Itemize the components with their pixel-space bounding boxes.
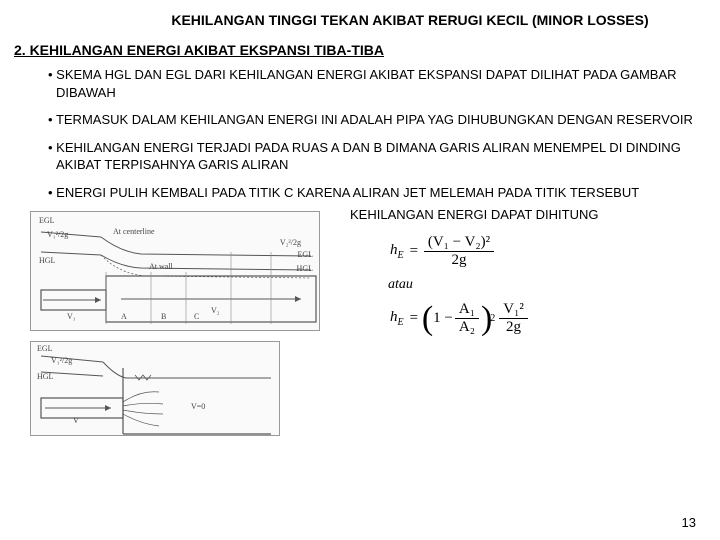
eq-lhs: h (390, 309, 398, 325)
eq1-den: 2g (424, 252, 494, 269)
page-number: 13 (682, 515, 696, 530)
label-C: C (194, 312, 199, 321)
label-vzero: V=0 (191, 402, 205, 411)
label-hgl: HGL (39, 256, 55, 265)
label-hgl: HGL (37, 372, 53, 381)
bullet-item: ENERGI PULIH KEMBALI PADA TITIK C KARENA… (48, 184, 696, 202)
eq-lhs-sub: E (398, 317, 404, 328)
bullet-list: SKEMA HGL DAN EGL DARI KEHILANGAN ENERGI… (0, 64, 720, 201)
label-A: A (121, 312, 127, 321)
label-wall: At wall (149, 262, 173, 271)
label-hgl2: HGL (297, 264, 313, 273)
formula-block: hE = (V₁ − V₂)² 2g atau hE = ( 1 − A₁ A₂ (350, 234, 700, 336)
bullet-item: KEHILANGAN ENERGI TERJADI PADA RUAS A DA… (48, 139, 696, 174)
eq-lhs: h (390, 242, 398, 258)
label-egl2: EGL (297, 250, 313, 259)
equation-2: hE = ( 1 − A₁ A₂ ) 2 V₁² 2g (390, 301, 700, 336)
label-v2: V₂ (211, 306, 220, 315)
eq1-num: (V₁ − V₂)² (424, 234, 494, 252)
label-egl: EGL (37, 344, 53, 353)
eq2-a2: A₂ (455, 319, 479, 336)
section-heading: 2. KEHILANGAN ENERGI AKIBAT EKSPANSI TIB… (0, 28, 720, 64)
label-egl: EGL (39, 216, 55, 225)
diagram-column: EGL V₁²/2g HGL At centerline At wall V₂²… (30, 211, 330, 436)
reservoir-diagram: EGL V₁²/2g HGL V V=0 (30, 341, 280, 436)
formula-column: KEHILANGAN ENERGI DAPAT DIHITUNG hE = (V… (330, 211, 700, 436)
bullet-item: SKEMA HGL DAN EGL DARI KEHILANGAN ENERGI… (48, 66, 696, 101)
label-v12g: V₁²/2g (47, 230, 68, 239)
content-row: EGL V₁²/2g HGL At centerline At wall V₂²… (0, 211, 720, 436)
label-v22g: V₂²/2g (280, 238, 301, 247)
page-title: KEHILANGAN TINGGI TEKAN AKIBAT RERUGI KE… (0, 0, 720, 28)
label-v: V (73, 416, 79, 425)
word-or: atau (388, 277, 700, 293)
eq2-vden: 2g (499, 319, 528, 336)
label-v1: V₁ (67, 312, 76, 321)
label-B: B (161, 312, 166, 321)
formula-heading: KEHILANGAN ENERGI DAPAT DIHITUNG (350, 207, 700, 222)
label-v12g: V₁²/2g (51, 356, 72, 365)
eq2-a1: A₁ (455, 301, 479, 319)
eq2-inner-left: 1 − (433, 310, 453, 327)
eq-lhs-sub: E (398, 250, 404, 261)
expansion-diagram: EGL V₁²/2g HGL At centerline At wall V₂²… (30, 211, 320, 331)
bullet-item: TERMASUK DALAM KEHILANGAN ENERGI INI ADA… (48, 111, 696, 129)
equation-1: hE = (V₁ − V₂)² 2g (390, 234, 700, 269)
eq2-vnum: V₁² (499, 301, 528, 319)
label-centerline: At centerline (113, 227, 155, 236)
